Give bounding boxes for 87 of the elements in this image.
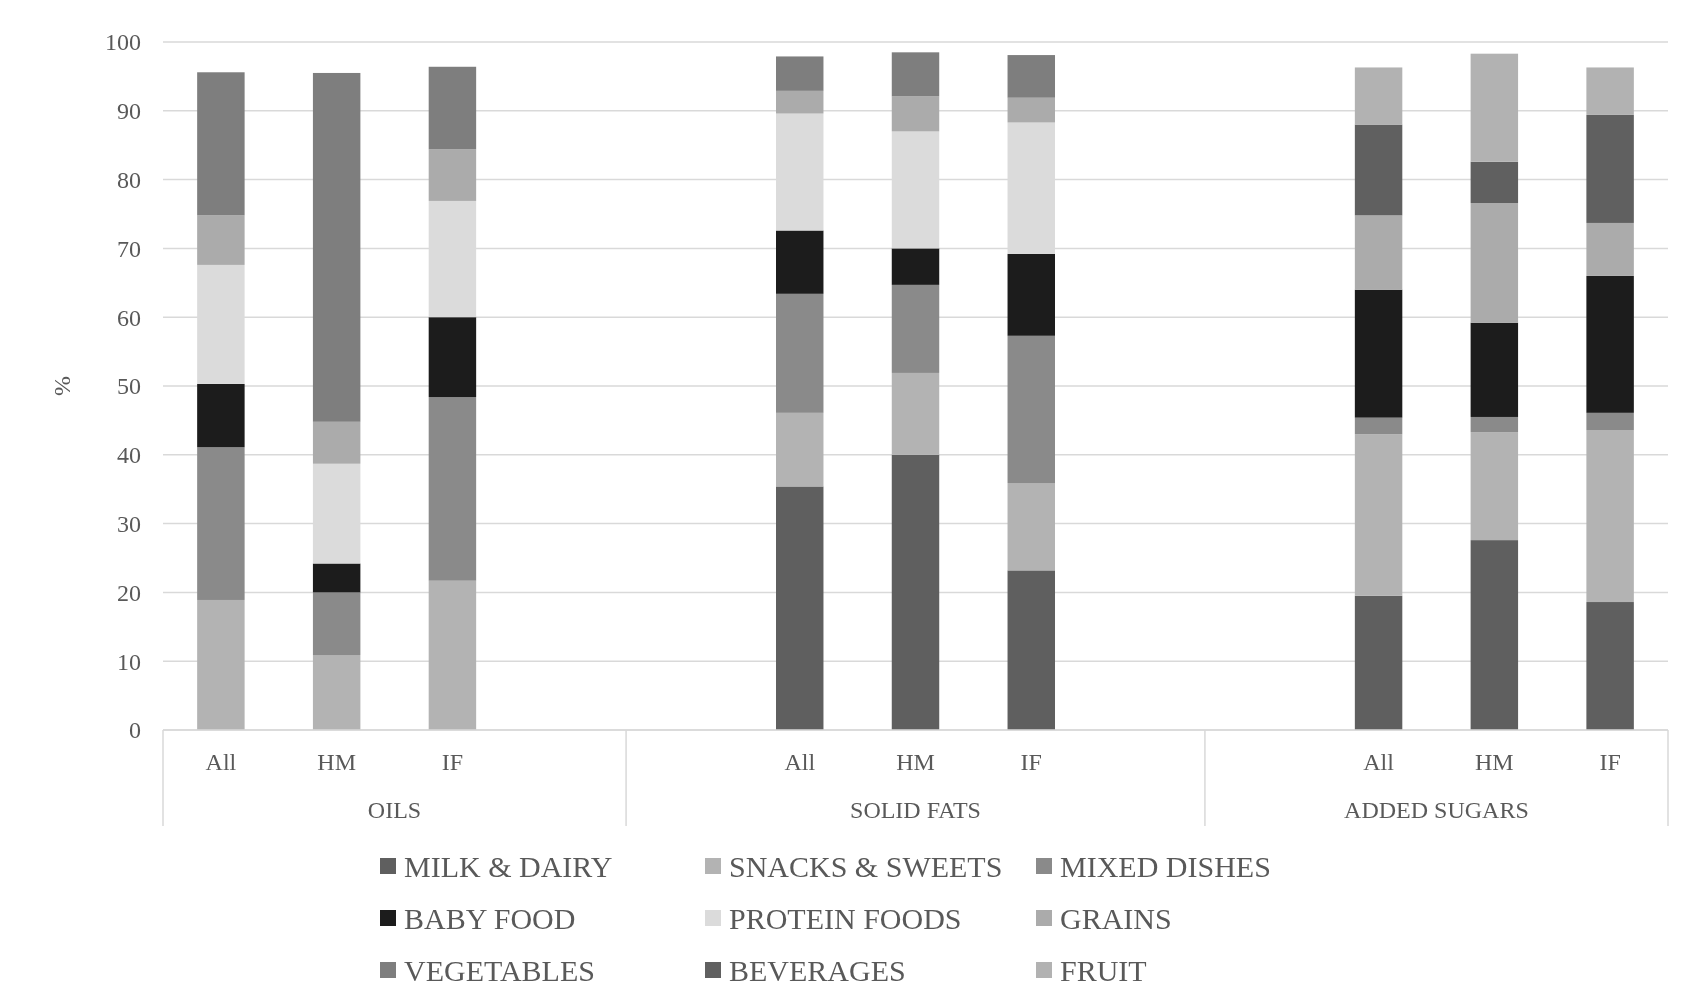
bar — [776, 90, 824, 114]
y-tick-label: 50 — [117, 373, 141, 400]
bar — [428, 397, 477, 581]
x-tick-label: HM — [896, 749, 935, 775]
bar — [1354, 289, 1403, 418]
x-tick-label: IF — [1020, 749, 1042, 775]
bar — [891, 96, 940, 132]
legend-label: SNACKS & SWEETS — [729, 849, 1003, 883]
y-tick-label: 70 — [117, 235, 141, 262]
legend-label: BABY FOOD — [404, 901, 576, 935]
x-tick-label: IF — [1599, 749, 1621, 775]
y-tick-label: 40 — [117, 442, 141, 469]
legend-label: MIXED DISHES — [1060, 849, 1271, 883]
bar — [1470, 53, 1519, 162]
bar — [891, 454, 940, 730]
bar — [1007, 570, 1055, 730]
bar — [1354, 417, 1403, 435]
bar — [1586, 222, 1634, 276]
text: ADDED SUGARS — [1344, 797, 1529, 823]
bar — [891, 284, 940, 373]
legend-label: VEGETABLES — [404, 953, 595, 987]
bar — [1470, 432, 1519, 541]
bar — [1470, 540, 1519, 730]
bar — [891, 248, 940, 285]
bar — [1007, 55, 1055, 98]
bar — [428, 66, 477, 150]
bar — [776, 230, 824, 294]
x-tick-label: All — [205, 749, 237, 775]
bar — [1354, 124, 1403, 216]
y-tick-label: 100 — [105, 29, 141, 56]
text: SOLID FATS — [850, 797, 981, 823]
bar — [776, 412, 824, 487]
bar — [1007, 335, 1055, 484]
bar — [197, 447, 245, 600]
bar — [1470, 161, 1519, 203]
bar — [197, 215, 245, 265]
bar — [891, 372, 940, 455]
bar — [312, 72, 361, 422]
bar — [197, 599, 245, 730]
bar — [1586, 412, 1634, 431]
bar — [312, 563, 361, 593]
y-tick-label: 10 — [117, 648, 141, 675]
bar — [197, 72, 245, 216]
bar — [1007, 483, 1055, 571]
bar — [1354, 595, 1403, 730]
y-tick-label: 90 — [117, 98, 141, 125]
bar — [312, 421, 361, 464]
bar — [312, 592, 361, 656]
bar — [1470, 202, 1519, 323]
bar — [776, 486, 824, 730]
legend-label: PROTEIN FOODS — [729, 901, 962, 935]
bar — [1586, 275, 1634, 413]
legend-label: MILK & DAIRY — [404, 849, 613, 883]
bar — [891, 52, 940, 97]
y-tick-label: 20 — [117, 579, 141, 606]
text: OILS — [367, 797, 422, 823]
x-tick-label: HM — [317, 749, 356, 775]
bar — [776, 293, 824, 413]
x-tick-label: IF — [441, 749, 464, 775]
bar — [1586, 430, 1634, 603]
bar — [428, 149, 477, 201]
bar — [197, 383, 245, 448]
x-tick-label: HM — [1475, 749, 1514, 775]
bar — [428, 317, 477, 398]
bar — [1354, 67, 1403, 125]
y-axis-title: % — [49, 376, 75, 396]
bar — [1354, 215, 1403, 290]
y-tick-label: 60 — [117, 304, 141, 331]
bar — [1007, 253, 1055, 336]
bar — [1470, 416, 1519, 433]
bar — [1586, 67, 1634, 115]
x-tick-label: All — [784, 749, 816, 775]
x-tick-label: All — [1363, 749, 1395, 775]
bar — [1586, 602, 1634, 730]
y-tick-label: 0 — [129, 717, 141, 744]
bar — [1354, 434, 1403, 596]
bar — [776, 56, 824, 91]
bar — [1007, 97, 1055, 123]
bar — [1470, 322, 1519, 417]
legend-label: GRAINS — [1060, 901, 1172, 935]
bar — [428, 580, 477, 730]
y-tick-label: 80 — [117, 167, 141, 193]
legend-label: BEVERAGES — [729, 953, 906, 987]
y-tick-label: 30 — [117, 511, 141, 537]
bar — [312, 655, 361, 730]
legend-label: FRUIT — [1060, 953, 1147, 987]
bar — [1586, 114, 1634, 223]
